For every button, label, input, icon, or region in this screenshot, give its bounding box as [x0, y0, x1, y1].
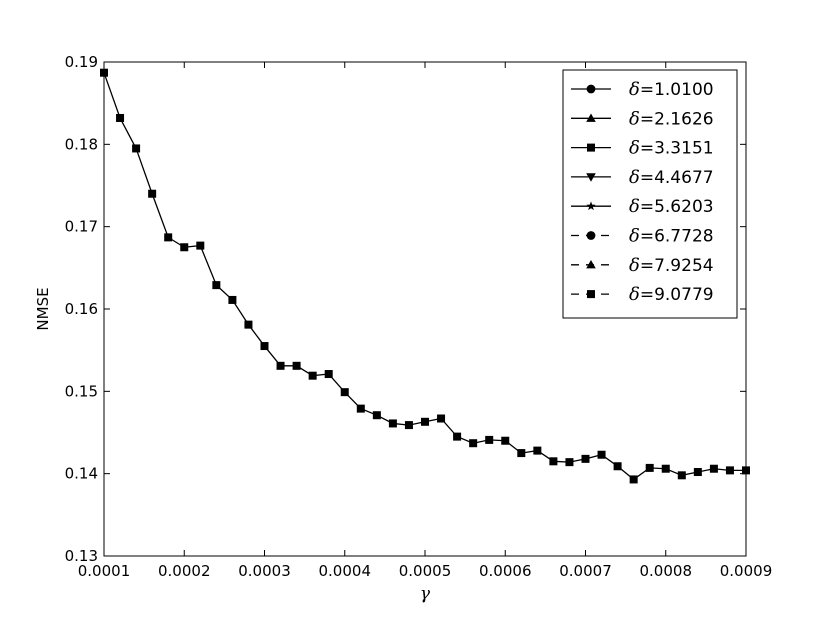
data-point [693, 468, 702, 477]
data-point [725, 466, 734, 475]
data-point [356, 404, 365, 413]
data-point [437, 414, 446, 423]
x-tick-label: 0.0004 [319, 562, 372, 580]
data-point [677, 471, 686, 480]
data-point [196, 241, 205, 250]
data-point [180, 243, 189, 252]
data-point [613, 462, 622, 471]
y-tick-label: 0.13 [65, 547, 98, 565]
x-tick-label: 0.0003 [238, 562, 291, 580]
legend-delta-symbol: δ [629, 284, 640, 305]
data-point [469, 439, 478, 448]
legend-delta-symbol: δ [629, 108, 640, 129]
x-tick-label: 0.0009 [720, 562, 773, 580]
legend-box [562, 69, 738, 319]
legend: δ=1.0100δ=2.1626δ=3.3151δ=4.4677δ=5.6203… [562, 69, 738, 319]
legend-entry: δ=9.0779 [629, 284, 714, 305]
data-point [709, 464, 718, 473]
data-point [212, 281, 221, 290]
legend-marker [586, 260, 596, 269]
data-point [260, 342, 269, 351]
data-point [533, 446, 542, 455]
legend-marker [586, 231, 596, 240]
legend-value: =9.0779 [640, 285, 714, 305]
data-point [501, 436, 510, 445]
data-point [661, 464, 670, 473]
legend-entry: δ=2.1626 [629, 108, 714, 129]
data-point [228, 295, 237, 304]
data-point [276, 361, 285, 370]
y-tick-label: 0.16 [65, 300, 98, 318]
y-tick-label: 0.19 [65, 53, 98, 71]
legend-entry: δ=7.9254 [629, 255, 714, 276]
legend-delta-symbol: δ [629, 79, 640, 100]
data-point [597, 450, 606, 459]
legend-value: =2.1626 [640, 109, 714, 129]
data-point [404, 421, 413, 430]
data-point [292, 361, 301, 370]
legend-value: =7.9254 [640, 256, 714, 276]
data-point [549, 457, 558, 466]
y-tick-label: 0.18 [65, 135, 98, 153]
legend-entry: δ=3.3151 [629, 138, 714, 159]
legend-marker [586, 84, 596, 94]
y-tick-label: 0.17 [65, 218, 98, 236]
data-point [132, 144, 141, 153]
legend-value: =4.4677 [640, 168, 714, 188]
data-point [308, 371, 317, 380]
legend-marker [586, 113, 596, 122]
legend-entry: δ=5.6203 [629, 196, 714, 217]
x-tick-label: 0.0005 [399, 562, 452, 580]
data-point [244, 320, 253, 329]
legend-marker [587, 290, 595, 299]
legend-marker [586, 201, 596, 211]
data-point [581, 454, 590, 463]
data-point [645, 463, 654, 472]
data-point [485, 435, 494, 444]
data-point [453, 432, 462, 441]
axis-ticks: 0.0001 0.0002 0.0003 0.0004 0.0005 0.0006 0.00… [65, 53, 773, 580]
legend-delta-symbol: δ [629, 255, 640, 276]
x-axis-label: γ [420, 584, 431, 604]
x-tick-label: 0.0008 [640, 562, 693, 580]
legend-marker [586, 173, 596, 182]
legend-marker [587, 143, 595, 152]
legend-entry: δ=4.4677 [629, 167, 714, 188]
legend-delta-symbol: δ [629, 196, 640, 217]
data-point [517, 449, 526, 458]
data-point [565, 458, 574, 467]
x-tick-label: 0.0006 [479, 562, 532, 580]
y-tick-label: 0.14 [65, 465, 98, 483]
y-axis-label: NMSE [34, 287, 52, 330]
legend-entry: δ=6.7728 [629, 226, 714, 247]
legend-value: =6.7728 [640, 227, 714, 247]
data-point [116, 113, 125, 122]
x-tick-label: 0.0002 [158, 562, 211, 580]
x-tick-label: 0.0001 [78, 562, 131, 580]
legend-delta-symbol: δ [629, 167, 640, 188]
legend-value: =1.0100 [640, 80, 714, 100]
data-point [388, 419, 397, 428]
x-tick-label: 0.0007 [559, 562, 612, 580]
legend-delta-symbol: δ [629, 226, 640, 247]
y-tick-label: 0.15 [65, 382, 98, 400]
data-point [372, 411, 381, 420]
data-point [148, 189, 157, 198]
legend-entry: δ=1.0100 [629, 79, 714, 100]
data-point [164, 233, 173, 242]
data-point [421, 417, 429, 426]
data-point [629, 475, 638, 484]
data-point [340, 388, 349, 397]
legend-delta-symbol: δ [629, 138, 640, 159]
legend-value: =5.6203 [640, 197, 714, 217]
data-point [324, 370, 333, 379]
legend-value: =3.3151 [640, 139, 714, 159]
